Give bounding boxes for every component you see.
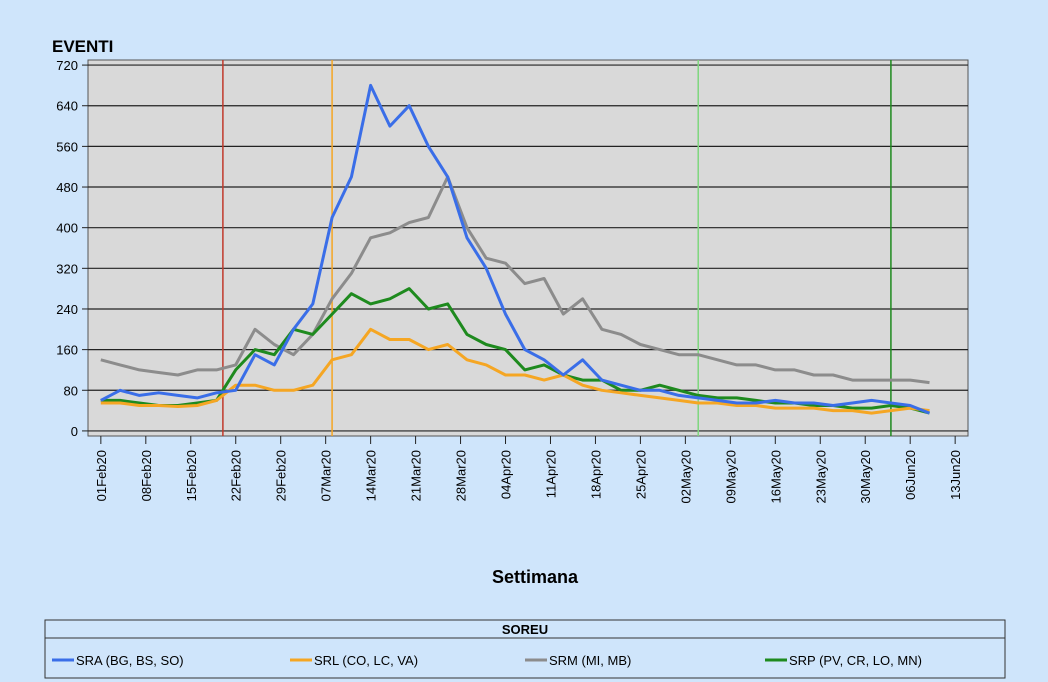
y-tick-label: 400 [56,221,78,236]
x-tick-label: 01Feb20 [94,450,109,501]
x-tick-label: 13Jun20 [948,450,963,500]
legend-box [44,619,1006,679]
x-tick-label: 21Mar20 [409,450,424,501]
x-tick-label: 30May20 [858,450,873,503]
y-tick-label: 0 [71,424,78,439]
series-line [100,83,931,415]
x-tick-label: 06Jun20 [903,450,918,500]
x-tick-label: 22Feb20 [229,450,244,501]
x-tick-label: 25Apr20 [633,450,648,499]
y-tick-label: 560 [56,139,78,154]
x-tick-label: 18Apr20 [588,450,603,499]
legend-label: SRL (CO, LC, VA) [314,653,418,668]
x-tick-label: 04Apr20 [499,450,514,499]
x-tick-label: 14Mar20 [364,450,379,501]
y-tick-label: 160 [56,343,78,358]
x-tick-label: 11Apr20 [543,450,558,498]
x-tick-label: 02May20 [678,450,693,503]
x-tick-label: 29Feb20 [274,450,289,501]
chart-title: EVENTI [52,37,113,56]
y-tick-label: 240 [56,302,78,317]
y-tick-label: 80 [64,383,78,398]
legend-title: SOREU [502,622,548,637]
x-tick-label: 16May20 [768,450,783,503]
y-tick-label: 320 [56,261,78,276]
x-tick-label: 09May20 [723,450,738,503]
legend-label: SRP (PV, CR, LO, MN) [789,653,922,668]
legend-label: SRM (MI, MB) [549,653,631,668]
legend-label: SRA (BG, BS, SO) [76,653,184,668]
y-tick-label: 720 [56,58,78,73]
y-tick-label: 480 [56,180,78,195]
x-tick-label: 28Mar20 [454,450,469,501]
x-tick-label: 07Mar20 [319,450,334,501]
x-tick-label: 23May20 [813,450,828,503]
x-tick-label: 15Feb20 [184,450,199,501]
y-tick-label: 640 [56,99,78,114]
x-tick-label: 08Feb20 [139,450,154,501]
series-line [100,175,930,385]
x-axis-label: Settimana [492,567,579,587]
plot-area [87,59,969,437]
